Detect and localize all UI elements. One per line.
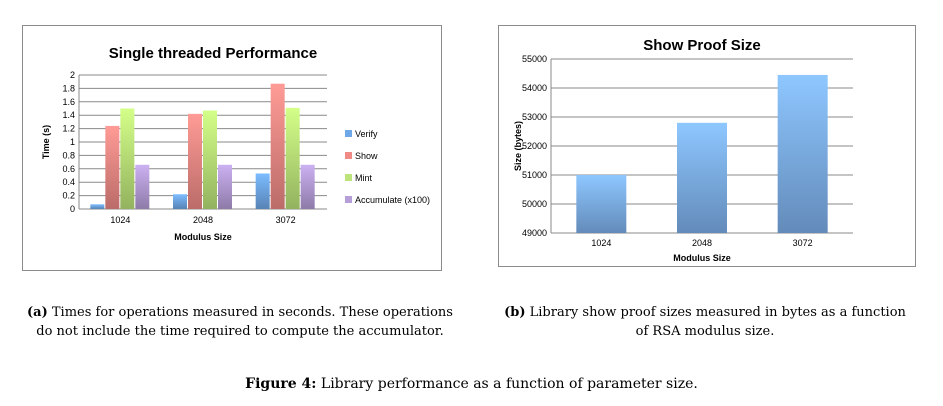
y-tick-label: 49000	[522, 228, 547, 238]
chart-panel-show-proof-size: Show Proof Size 49000 50000 51000 52000 53000…	[498, 25, 916, 267]
caption-b: (b) Library show proof sizes measured in…	[500, 303, 910, 341]
legend-label: Verify	[355, 129, 378, 139]
legend-label: Mint	[355, 173, 373, 183]
bar	[255, 173, 270, 209]
x-tick-label: 2048	[692, 238, 712, 248]
y-tick-label: 55000	[522, 54, 547, 64]
bar	[135, 164, 150, 209]
chart-title: Show Proof Size	[643, 37, 761, 54]
bar	[677, 122, 727, 233]
y-tick-label: 2	[70, 70, 75, 80]
bar	[120, 108, 135, 209]
legend-label: Accumulate (x100)	[355, 195, 430, 205]
show-proof-size-chart: Show Proof Size 49000 50000 51000 52000 53000…	[513, 37, 853, 263]
y-tick-label: 53000	[522, 112, 547, 122]
chart-panel-single-threaded: Single threaded Performance 0 0.2 0.4 0.6 0.8…	[22, 25, 442, 271]
figure-caption-text: Library performance as a function of par…	[320, 376, 698, 392]
x-axis-label: Modulus Size	[673, 253, 731, 263]
caption-b-label: (b)	[504, 305, 526, 320]
y-tick-label: 52000	[522, 141, 547, 151]
y-axis-label: Size (bytes)	[513, 121, 523, 171]
figure-caption: Figure 4: Library performance as a funct…	[0, 376, 943, 392]
y-tick-label: 0	[70, 204, 75, 214]
y-tick-label: 0.6	[62, 164, 75, 174]
y-tick-label: 0.2	[62, 191, 75, 201]
bar	[203, 110, 217, 209]
bar	[90, 204, 105, 209]
y-tick-label: 0.8	[62, 150, 75, 160]
x-tick-label: 3072	[793, 238, 813, 248]
x-tick-label: 1024	[110, 215, 130, 225]
bar	[218, 164, 232, 209]
y-tick-label: 1.8	[62, 83, 75, 93]
x-axis-label: Modulus Size	[174, 232, 232, 242]
y-tick-label: 1.6	[62, 97, 75, 107]
single-threaded-performance-chart: Single threaded Performance 0 0.2 0.4 0.6 0.8…	[41, 45, 430, 242]
legend-swatch	[345, 196, 352, 203]
y-tick-label: 1.2	[62, 124, 75, 134]
y-tick-label: 0.4	[62, 177, 75, 187]
bar	[285, 107, 300, 209]
bar	[300, 164, 315, 209]
legend-swatch	[345, 130, 352, 137]
bar	[576, 175, 627, 233]
caption-a: (a) Times for operations measured in sec…	[20, 303, 460, 341]
x-tick-label: 1024	[591, 238, 611, 248]
chart-title: Single threaded Performance	[109, 45, 317, 62]
bar	[270, 83, 285, 209]
x-tick-label: 2048	[193, 215, 213, 225]
bar	[105, 125, 120, 209]
caption-a-text: Times for operations measured in seconds…	[36, 305, 453, 339]
legend-swatch	[345, 152, 352, 159]
y-tick-label: 54000	[522, 83, 547, 93]
caption-b-text: Library show proof sizes measured in byt…	[529, 305, 906, 339]
y-tick-label: 1.4	[62, 110, 75, 120]
y-tick-label: 50000	[522, 199, 547, 209]
legend-label: Show	[355, 151, 378, 161]
x-tick-label: 3072	[276, 215, 296, 225]
bar	[777, 74, 828, 233]
y-tick-label: 51000	[522, 170, 547, 180]
legend-swatch	[345, 174, 352, 181]
bar	[188, 113, 202, 209]
bar	[173, 194, 187, 209]
figure-caption-label: Figure 4:	[245, 376, 317, 392]
y-tick-label: 1	[70, 137, 75, 147]
caption-a-label: (a)	[27, 305, 48, 320]
y-axis-label: Time (s)	[41, 125, 51, 159]
